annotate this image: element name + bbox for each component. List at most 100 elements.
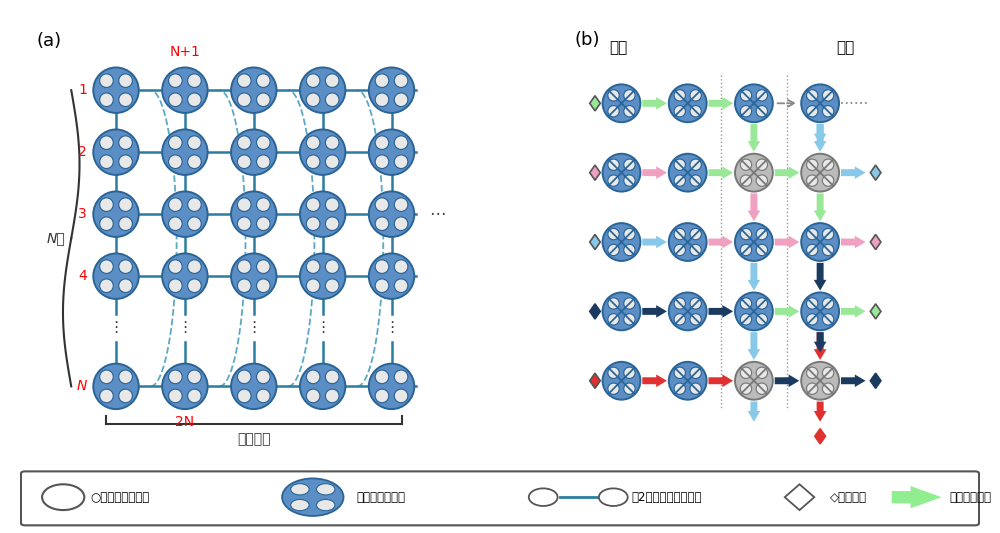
Circle shape: [316, 483, 335, 495]
Circle shape: [100, 279, 113, 293]
Circle shape: [674, 159, 685, 171]
Circle shape: [756, 383, 768, 394]
Circle shape: [188, 198, 201, 212]
Circle shape: [624, 175, 635, 186]
Circle shape: [100, 260, 113, 273]
Circle shape: [237, 217, 251, 231]
Circle shape: [822, 106, 834, 117]
Circle shape: [608, 313, 619, 325]
Text: 3: 3: [78, 207, 87, 221]
Circle shape: [740, 106, 752, 117]
Circle shape: [756, 175, 768, 186]
Circle shape: [690, 313, 701, 325]
Circle shape: [756, 90, 768, 101]
Circle shape: [394, 370, 408, 384]
Circle shape: [169, 260, 182, 273]
Polygon shape: [815, 429, 825, 444]
Circle shape: [169, 93, 182, 107]
Circle shape: [306, 198, 320, 212]
Circle shape: [169, 389, 182, 403]
Circle shape: [674, 244, 685, 256]
Circle shape: [669, 223, 707, 261]
Circle shape: [237, 155, 251, 168]
Circle shape: [291, 499, 309, 511]
Circle shape: [756, 229, 768, 240]
Circle shape: [807, 383, 818, 394]
Circle shape: [807, 229, 818, 240]
Circle shape: [756, 367, 768, 378]
Polygon shape: [775, 166, 799, 179]
Circle shape: [740, 383, 752, 394]
Circle shape: [394, 155, 408, 168]
Circle shape: [93, 364, 139, 409]
Polygon shape: [814, 124, 826, 144]
Text: 入力: 入力: [609, 40, 627, 55]
Circle shape: [624, 298, 635, 309]
Circle shape: [375, 74, 389, 87]
Polygon shape: [709, 305, 733, 318]
Circle shape: [231, 191, 277, 237]
Text: ⋯: ⋯: [429, 205, 446, 223]
Text: ⋮: ⋮: [246, 320, 261, 335]
Circle shape: [325, 370, 339, 384]
Circle shape: [369, 68, 414, 113]
Circle shape: [740, 367, 752, 378]
Circle shape: [674, 367, 685, 378]
Circle shape: [674, 106, 685, 117]
Circle shape: [624, 383, 635, 394]
Circle shape: [257, 260, 270, 273]
Polygon shape: [642, 236, 667, 248]
Circle shape: [690, 298, 701, 309]
Circle shape: [624, 90, 635, 101]
Circle shape: [603, 362, 640, 400]
Circle shape: [237, 260, 251, 273]
Circle shape: [119, 93, 132, 107]
Circle shape: [756, 313, 768, 325]
Circle shape: [325, 155, 339, 168]
Circle shape: [169, 74, 182, 87]
Circle shape: [237, 136, 251, 149]
Circle shape: [801, 223, 839, 261]
Circle shape: [169, 217, 182, 231]
Circle shape: [375, 389, 389, 403]
Circle shape: [394, 279, 408, 293]
Circle shape: [801, 293, 839, 330]
Polygon shape: [748, 332, 760, 360]
Polygon shape: [814, 124, 826, 152]
Text: 出力: 出力: [836, 40, 854, 55]
Circle shape: [100, 93, 113, 107]
Text: N+1: N+1: [169, 45, 200, 59]
Circle shape: [325, 74, 339, 87]
Circle shape: [669, 362, 707, 400]
Circle shape: [624, 229, 635, 240]
Circle shape: [369, 254, 414, 299]
Circle shape: [608, 383, 619, 394]
Circle shape: [162, 191, 208, 237]
Circle shape: [740, 175, 752, 186]
Circle shape: [257, 370, 270, 384]
Circle shape: [740, 90, 752, 101]
Polygon shape: [775, 375, 799, 387]
Circle shape: [690, 159, 701, 171]
Circle shape: [801, 84, 839, 122]
Circle shape: [624, 159, 635, 171]
Circle shape: [674, 298, 685, 309]
Text: 2N: 2N: [175, 415, 194, 429]
Circle shape: [306, 217, 320, 231]
Circle shape: [325, 279, 339, 293]
Circle shape: [119, 260, 132, 273]
Circle shape: [807, 175, 818, 186]
Circle shape: [807, 313, 818, 325]
Text: N: N: [77, 379, 87, 393]
Circle shape: [740, 298, 752, 309]
Circle shape: [674, 90, 685, 101]
Circle shape: [306, 93, 320, 107]
Polygon shape: [870, 304, 881, 319]
Circle shape: [756, 106, 768, 117]
Circle shape: [624, 244, 635, 256]
Circle shape: [807, 244, 818, 256]
Circle shape: [801, 154, 839, 191]
Polygon shape: [748, 263, 760, 290]
Circle shape: [100, 198, 113, 212]
Circle shape: [608, 159, 619, 171]
